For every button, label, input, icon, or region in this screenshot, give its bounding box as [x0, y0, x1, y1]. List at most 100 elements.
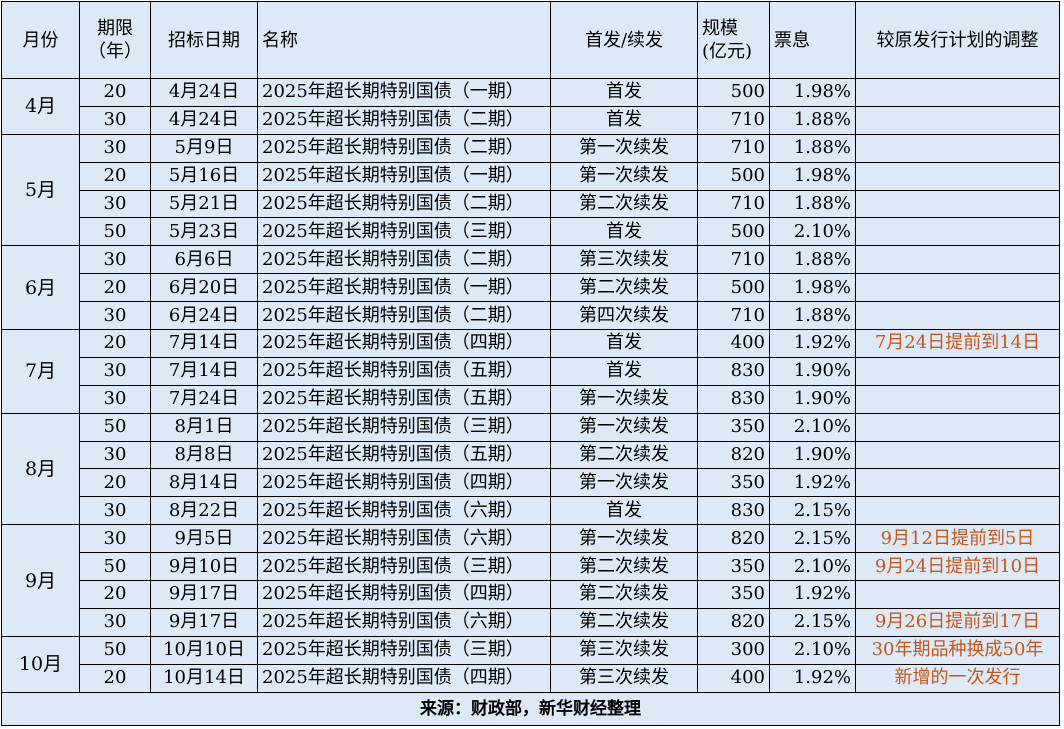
term-cell: 30	[79, 524, 151, 554]
coupon-cell: 1.92%	[769, 580, 856, 609]
size-cell: 710	[697, 105, 770, 135]
name-cell: 2025年超长期特别国债（三期）	[257, 635, 551, 665]
name-cell: 2025年超长期特别国债（二期）	[257, 245, 551, 275]
name-cell: 2025年超长期特别国债（六期）	[257, 607, 551, 637]
name-cell: 2025年超长期特别国债（一期）	[257, 161, 551, 191]
term-cell: 30	[79, 189, 151, 219]
table-row: 5月 30 5月9日 2025年超长期特别国债（二期） 第一次续发 710 1.88%	[1, 133, 1060, 247]
coupon-cell: 2.15%	[769, 496, 856, 526]
date-cell: 4月24日	[150, 78, 258, 107]
date-cell: 7月14日	[150, 356, 258, 386]
table-row: 20 6月20日 2025年超长期特别国债（一期） 第二次续发 500 1.98%	[2, 273, 1060, 303]
size-cell: 830	[697, 356, 770, 386]
date-cell: 9月17日	[150, 580, 258, 609]
type-cell: 首发	[550, 496, 698, 526]
size-cell: 500	[697, 217, 770, 247]
type-cell: 第三次续发	[550, 663, 698, 693]
size-cell: 710	[697, 133, 770, 163]
adjustment-cell: 9月24日提前到10日	[855, 552, 1060, 582]
date-cell: 10月14日	[150, 663, 258, 693]
size-cell: 350	[697, 580, 770, 609]
size-cell: 820	[697, 524, 770, 554]
term-cell: 50	[79, 552, 151, 582]
table-body: 4月 20 4月24日 2025年超长期特别国债（一期） 首发 500 1.98% 30 4月2…	[1, 78, 1060, 693]
name-cell: 2025年超长期特别国债（三期）	[257, 217, 551, 247]
coupon-cell: 1.88%	[769, 105, 856, 135]
table-row: 20 5月16日 2025年超长期特别国债（一期） 第一次续发 500 1.98%	[2, 161, 1060, 191]
size-cell: 350	[697, 412, 770, 442]
month-cell: 7月	[1, 329, 80, 414]
type-cell: 第二次续发	[550, 607, 698, 637]
table-row: 50 9月10日 2025年超长期特别国债（三期） 第二次续发 350 2.10% 9月24…	[2, 552, 1060, 582]
header-row: 月份 期限 （年） 招标日期 名称 首发/续发 规模 (亿元) 票息 较原发行计划的调整	[1, 1, 1060, 79]
size-cell: 300	[697, 635, 770, 665]
source-note: 来源：财政部，新华财经整理	[1, 691, 1060, 726]
adjustment-cell	[855, 580, 1060, 609]
size-cell: 350	[697, 552, 770, 582]
name-cell: 2025年超长期特别国债（四期）	[257, 580, 551, 609]
adjustment-cell	[855, 78, 1060, 107]
coupon-cell: 1.90%	[769, 356, 856, 386]
date-cell: 9月10日	[150, 552, 258, 582]
adjustment-cell	[855, 133, 1060, 163]
coupon-cell: 1.98%	[769, 161, 856, 191]
column-header: 票息	[769, 1, 856, 79]
table-row: 30 7月24日 2025年超长期特别国债（五期） 第一次续发 830 1.90%	[2, 384, 1060, 414]
type-cell: 首发	[550, 356, 698, 386]
size-cell: 400	[697, 663, 770, 693]
date-cell: 8月14日	[150, 468, 258, 498]
date-cell: 5月21日	[150, 189, 258, 219]
date-cell: 6月24日	[150, 301, 258, 331]
adjustment-cell	[855, 440, 1060, 470]
name-cell: 2025年超长期特别国债（二期）	[257, 105, 551, 135]
table-row: 20 8月14日 2025年超长期特别国债（四期） 第一次续发 350 1.92%	[2, 468, 1060, 498]
type-cell: 第三次续发	[550, 635, 698, 665]
coupon-cell: 1.88%	[769, 133, 856, 163]
term-cell: 20	[79, 329, 151, 358]
column-header: 期限 （年）	[79, 1, 151, 79]
date-cell: 8月8日	[150, 440, 258, 470]
month-cell: 5月	[1, 133, 80, 247]
table-row: 30 4月24日 2025年超长期特别国债（二期） 首发 710 1.88%	[2, 105, 1060, 135]
type-cell: 第二次续发	[550, 552, 698, 582]
column-header: 月份	[1, 1, 80, 79]
term-cell: 50	[79, 635, 151, 665]
month-cell: 10月	[1, 635, 80, 693]
table-row: 6月 30 6月6日 2025年超长期特别国债（二期） 第三次续发 710 1.88%	[1, 245, 1060, 331]
adjustment-cell	[855, 273, 1060, 303]
adjustment-cell	[855, 301, 1060, 331]
coupon-cell: 1.88%	[769, 245, 856, 275]
table-row: 20 9月17日 2025年超长期特别国债（四期） 第二次续发 350 1.92%	[2, 580, 1060, 609]
adjustment-cell: 新增的一次发行	[855, 663, 1060, 693]
size-cell: 710	[697, 189, 770, 219]
table-row: 30 9月17日 2025年超长期特别国债（六期） 第二次续发 820 2.15% 9月26…	[2, 607, 1060, 637]
date-cell: 7月14日	[150, 329, 258, 358]
date-cell: 6月20日	[150, 273, 258, 303]
coupon-cell: 2.10%	[769, 412, 856, 442]
adjustment-cell	[855, 412, 1060, 442]
term-cell: 50	[79, 217, 151, 247]
table-row: 9月 30 9月5日 2025年超长期特别国债（六期） 第一次续发 820 2.15% 9月1…	[1, 524, 1060, 637]
term-cell: 20	[79, 663, 151, 693]
coupon-cell: 1.92%	[769, 329, 856, 358]
date-cell: 5月16日	[150, 161, 258, 191]
size-cell: 400	[697, 329, 770, 358]
adjustment-cell: 30年期品种换成50年	[855, 635, 1060, 665]
adjustment-cell	[855, 161, 1060, 191]
term-cell: 30	[79, 496, 151, 526]
name-cell: 2025年超长期特别国债（四期）	[257, 663, 551, 693]
date-cell: 10月10日	[150, 635, 258, 665]
term-cell: 50	[79, 412, 151, 442]
type-cell: 第一次续发	[550, 133, 698, 163]
type-cell: 首发	[550, 329, 698, 358]
footer-row: 来源：财政部，新华财经整理	[1, 691, 1060, 726]
column-header: 较原发行计划的调整	[855, 1, 1060, 79]
name-cell: 2025年超长期特别国债（五期）	[257, 356, 551, 386]
table-row: 30 6月24日 2025年超长期特别国债（二期） 第四次续发 710 1.88%	[2, 301, 1060, 331]
adjustment-cell	[855, 217, 1060, 247]
adjustment-cell	[855, 468, 1060, 498]
month-cell: 6月	[1, 245, 80, 331]
date-cell: 9月17日	[150, 607, 258, 637]
date-cell: 8月22日	[150, 496, 258, 526]
table-row: 30 5月21日 2025年超长期特别国债（二期） 第二次续发 710 1.88%	[2, 189, 1060, 219]
